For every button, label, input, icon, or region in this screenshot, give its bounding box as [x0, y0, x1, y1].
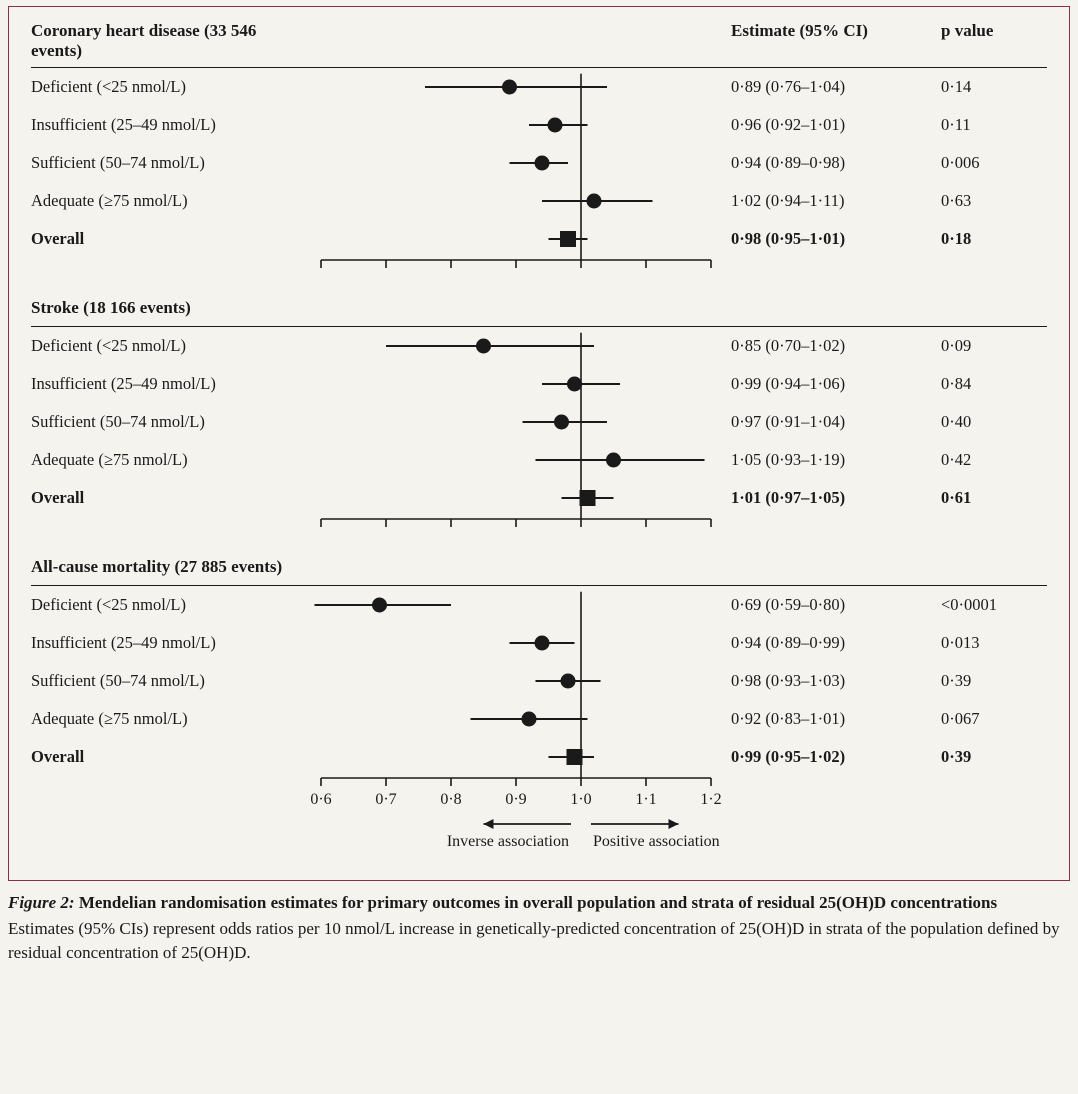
row-plot-cell [301, 479, 731, 517]
row-plot-cell [301, 662, 731, 700]
row-estimate: 0·89 (0·76–1·04) [731, 77, 941, 97]
row-estimate: 0·98 (0·95–1·01) [731, 229, 941, 249]
axis-row: 0·6 0·7 0·8 0·9 1·0 1·1 1·2 Inverse association… [31, 776, 1047, 872]
row-pvalue: 0·84 [941, 374, 1041, 394]
forest-row: Overall 0·99 (0·95–1·02)0·39 [31, 738, 1047, 776]
row-label: Deficient (<25 nmol/L) [31, 336, 301, 356]
row-plot-cell [301, 441, 731, 479]
column-header-estimate: Estimate (95% CI) [731, 21, 941, 41]
forest-row: Deficient (<25 nmol/L) 0·69 (0·59–0·80)<0… [31, 586, 1047, 624]
row-pvalue: 0·013 [941, 633, 1041, 653]
row-pvalue: 0·40 [941, 412, 1041, 432]
row-label: Deficient (<25 nmol/L) [31, 595, 301, 615]
forest-row: Insufficient (25–49 nmol/L) 0·94 (0·89–0·… [31, 624, 1047, 662]
row-pvalue: 0·006 [941, 153, 1041, 173]
svg-text:0·7: 0·7 [375, 791, 396, 808]
forest-row: Adequate (≥75 nmol/L) 0·92 (0·83–1·01)0·0… [31, 700, 1047, 738]
row-label: Overall [31, 488, 301, 508]
row-plot-cell [301, 220, 731, 258]
row-label: Insufficient (25–49 nmol/L) [31, 115, 301, 135]
svg-text:Inverse association: Inverse association [447, 833, 569, 850]
row-plot-cell [301, 700, 731, 738]
svg-text:1·2: 1·2 [700, 791, 721, 808]
svg-text:0·9: 0·9 [505, 791, 526, 808]
row-label: Sufficient (50–74 nmol/L) [31, 671, 301, 691]
svg-text:0·6: 0·6 [310, 791, 331, 808]
axis-row [31, 517, 1047, 535]
row-pvalue: 0·067 [941, 709, 1041, 729]
row-plot-cell [301, 182, 731, 220]
row-label: Sufficient (50–74 nmol/L) [31, 153, 301, 173]
row-pvalue: 0·18 [941, 229, 1041, 249]
column-header-pvalue: p value [941, 21, 1041, 41]
panel-title: Stroke (18 166 events) [31, 298, 1047, 318]
row-plot-cell [301, 365, 731, 403]
row-estimate: 0·85 (0·70–1·02) [731, 336, 941, 356]
forest-row: Adequate (≥75 nmol/L) 1·05 (0·93–1·19)0·4… [31, 441, 1047, 479]
row-estimate: 0·94 (0·89–0·99) [731, 633, 941, 653]
row-estimate: 0·98 (0·93–1·03) [731, 671, 941, 691]
row-pvalue: <0·0001 [941, 595, 1041, 615]
row-pvalue: 0·61 [941, 488, 1041, 508]
figure-caption: Figure 2: Mendelian randomisation estima… [8, 891, 1070, 964]
forest-row: Deficient (<25 nmol/L) 0·85 (0·70–1·02)0·… [31, 327, 1047, 365]
row-label: Adequate (≥75 nmol/L) [31, 709, 301, 729]
row-estimate: 0·94 (0·89–0·98) [731, 153, 941, 173]
forest-row: Insufficient (25–49 nmol/L) 0·96 (0·92–1·… [31, 106, 1047, 144]
svg-text:0·8: 0·8 [440, 791, 461, 808]
row-estimate: 0·99 (0·94–1·06) [731, 374, 941, 394]
row-pvalue: 0·14 [941, 77, 1041, 97]
figure-label: Figure 2: [8, 893, 75, 912]
row-pvalue: 0·42 [941, 450, 1041, 470]
row-label: Insufficient (25–49 nmol/L) [31, 374, 301, 394]
row-pvalue: 0·39 [941, 747, 1041, 767]
forest-row: Adequate (≥75 nmol/L) 1·02 (0·94–1·11)0·6… [31, 182, 1047, 220]
row-estimate: 0·99 (0·95–1·02) [731, 747, 941, 767]
row-plot-cell [301, 68, 731, 106]
row-label: Overall [31, 229, 301, 249]
row-plot-cell [301, 586, 731, 624]
panel-title: All-cause mortality (27 885 events) [31, 557, 1047, 577]
forest-row: Sufficient (50–74 nmol/L) 0·98 (0·93–1·03… [31, 662, 1047, 700]
figure-caption-body: Estimates (95% CIs) represent odds ratio… [8, 917, 1070, 965]
row-estimate: 0·92 (0·83–1·01) [731, 709, 941, 729]
row-estimate: 1·05 (0·93–1·19) [731, 450, 941, 470]
svg-text:Positive association: Positive association [593, 833, 720, 850]
row-plot-cell [301, 738, 731, 776]
row-pvalue: 0·63 [941, 191, 1041, 211]
row-label: Deficient (<25 nmol/L) [31, 77, 301, 97]
table-header-row: Coronary heart disease (33 546 events) Es… [31, 21, 1047, 61]
forest-row: Overall 0·98 (0·95–1·01)0·18 [31, 220, 1047, 258]
row-estimate: 0·96 (0·92–1·01) [731, 115, 941, 135]
row-label: Adequate (≥75 nmol/L) [31, 450, 301, 470]
row-pvalue: 0·11 [941, 115, 1041, 135]
svg-text:1·1: 1·1 [635, 791, 656, 808]
row-plot-cell [301, 403, 731, 441]
row-plot-cell [301, 106, 731, 144]
forest-plot-figure: Coronary heart disease (33 546 events) Es… [8, 6, 1070, 881]
row-label: Adequate (≥75 nmol/L) [31, 191, 301, 211]
row-estimate: 0·97 (0·91–1·04) [731, 412, 941, 432]
row-estimate: 0·69 (0·59–0·80) [731, 595, 941, 615]
row-pvalue: 0·09 [941, 336, 1041, 356]
forest-row: Insufficient (25–49 nmol/L) 0·99 (0·94–1·… [31, 365, 1047, 403]
row-plot-cell [301, 624, 731, 662]
forest-row: Sufficient (50–74 nmol/L) 0·97 (0·91–1·04… [31, 403, 1047, 441]
row-plot-cell [301, 327, 731, 365]
row-pvalue: 0·39 [941, 671, 1041, 691]
forest-row: Overall 1·01 (0·97–1·05)0·61 [31, 479, 1047, 517]
figure-title: Mendelian randomisation estimates for pr… [75, 893, 998, 912]
forest-row: Deficient (<25 nmol/L) 0·89 (0·76–1·04)0·… [31, 68, 1047, 106]
row-label: Insufficient (25–49 nmol/L) [31, 633, 301, 653]
row-plot-cell [301, 144, 731, 182]
svg-text:1·0: 1·0 [570, 791, 591, 808]
row-label: Sufficient (50–74 nmol/L) [31, 412, 301, 432]
axis-row [31, 258, 1047, 276]
row-estimate: 1·02 (0·94–1·11) [731, 191, 941, 211]
row-label: Overall [31, 747, 301, 767]
panel-title: Coronary heart disease (33 546 events) [31, 21, 301, 61]
row-estimate: 1·01 (0·97–1·05) [731, 488, 941, 508]
forest-row: Sufficient (50–74 nmol/L) 0·94 (0·89–0·98… [31, 144, 1047, 182]
